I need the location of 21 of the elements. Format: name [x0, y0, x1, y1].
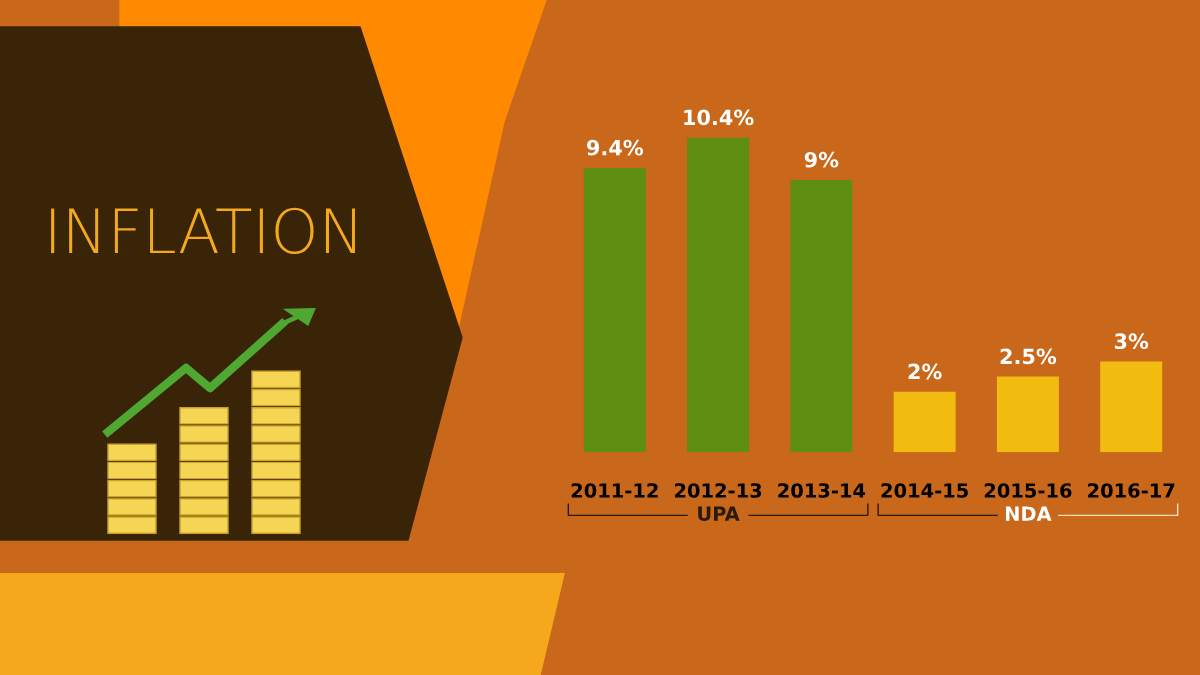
x-tick-label: 2014-15 — [881, 483, 968, 498]
text: NDA — [1005, 506, 1052, 521]
x-tick-label: 2012-13 — [675, 483, 762, 498]
bar — [996, 376, 1059, 453]
x-tick-label: 2011-12 — [571, 483, 658, 498]
bar — [583, 167, 646, 453]
data-label: 2% — [908, 363, 942, 380]
text: UPA — [698, 506, 740, 521]
bar — [893, 391, 956, 453]
bar — [1100, 361, 1163, 453]
data-label: 3% — [1114, 333, 1149, 350]
text: INFLATION — [51, 207, 355, 254]
bar — [790, 179, 853, 453]
x-tick-label: 2013-14 — [778, 483, 866, 498]
bar — [687, 137, 750, 453]
data-label: 2.5% — [1000, 348, 1057, 365]
x-tick-label: 2016-17 — [1088, 483, 1175, 498]
data-label: 9% — [804, 151, 839, 168]
data-label: 9.4% — [586, 139, 644, 156]
x-tick-label: 2015-16 — [984, 483, 1072, 498]
data-label: 10.4% — [684, 109, 754, 126]
